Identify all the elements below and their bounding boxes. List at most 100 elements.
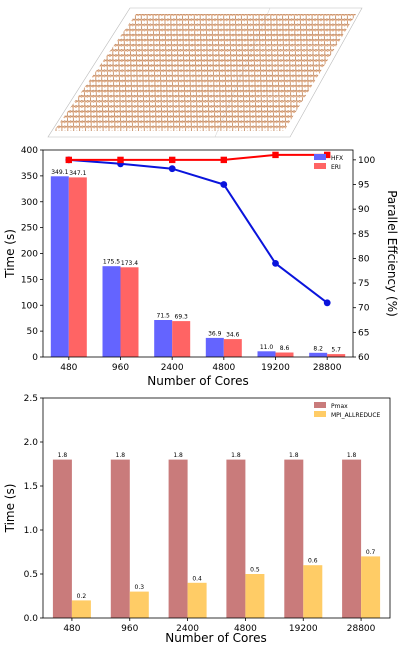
bottom-data-label-mpi_allreduce-2400: 0.4 xyxy=(192,575,202,582)
bottom-ytick-label-1.0: 1.0 xyxy=(24,526,39,536)
top-legend-swatch-eri xyxy=(314,163,326,169)
top-bar-eri-960 xyxy=(120,267,139,357)
top-data-label-hfx-28800: 8.2 xyxy=(313,345,323,352)
top-efficiency-line-red xyxy=(68,153,328,161)
bottom-ytick-label-1.5: 1.5 xyxy=(24,482,38,492)
bottom-bar-pmax-28800 xyxy=(342,459,362,618)
top-xtick-label-960: 960 xyxy=(112,363,129,373)
bottom-bar-mpi_allreduce-960 xyxy=(129,591,149,618)
bottom-bar-mpi_allreduce-2400 xyxy=(187,582,207,618)
top-bar-eri-28800 xyxy=(327,354,346,357)
top-efficiency-marker-blue-19200 xyxy=(272,260,279,267)
top-y2tick-label-100: 100 xyxy=(358,156,375,166)
bottom-data-label-pmax-28800: 1.8 xyxy=(347,452,357,459)
bottom-xtick-label-960: 960 xyxy=(121,624,138,634)
bottom-chart: 1.8 0.2 1.8 0.3 1.8 0.4 1.8 0.5 1.8 0.6 1.8 0.7 480… xyxy=(3,394,391,645)
top-efficiency-marker-red-19200 xyxy=(272,151,279,159)
top-efficiency-marker-red-2400 xyxy=(169,156,176,164)
bottom-bar-mpi_allreduce-480 xyxy=(71,600,91,618)
top-ylabel: Time (s) xyxy=(3,229,17,279)
top-ytick-label-100: 100 xyxy=(21,301,38,311)
top-efficiency-marker-red-480 xyxy=(65,156,72,164)
bottom-xtick-label-2400: 2400 xyxy=(176,624,199,634)
top-efficiency-marker-blue-4800 xyxy=(220,181,228,188)
bottom-bar-pmax-960 xyxy=(110,459,130,618)
bottom-xtick-label-4800: 4800 xyxy=(234,624,257,634)
top-legend-label-eri: ERI xyxy=(331,164,341,171)
bottom-bar-pmax-480 xyxy=(52,459,72,618)
top-data-label-hfx-960: 175.5 xyxy=(103,259,120,266)
top-efficiency-marker-red-960 xyxy=(117,156,124,164)
top-ytick-label-300: 300 xyxy=(21,198,38,208)
top-data-label-hfx-4800: 36.9 xyxy=(208,330,222,337)
bottom-bar-mpi_allreduce-19200 xyxy=(303,565,323,618)
top-xlabel: Number of Cores xyxy=(147,374,248,388)
bottom-xtick-label-480: 480 xyxy=(63,624,80,634)
top-ytick-label-150: 150 xyxy=(21,275,38,285)
bottom-xtick-label-28800: 28800 xyxy=(347,624,376,634)
graphene-lattice xyxy=(54,14,356,131)
bottom-data-label-mpi_allreduce-480: 0.2 xyxy=(77,593,87,600)
top-y2tick-label-60: 60 xyxy=(358,353,370,363)
top-ytick-label-350: 350 xyxy=(21,172,38,182)
top-xtick-label-480: 480 xyxy=(60,363,77,373)
top-data-label-eri-28800: 5.7 xyxy=(331,347,341,354)
top-y2tick-label-80: 80 xyxy=(358,254,370,264)
top-bar-eri-2400 xyxy=(172,321,191,357)
bottom-ylabel: Time (s) xyxy=(3,484,17,534)
top-y2label: Parallel Effciency (%) xyxy=(385,190,399,317)
top-efficiency-marker-red-28800 xyxy=(324,151,331,159)
top-bar-hfx-19200 xyxy=(257,351,276,357)
bottom-ytick-label-2.5: 2.5 xyxy=(24,394,38,404)
bottom-bar-pmax-2400 xyxy=(168,459,188,618)
bottom-ytick-label-2.0: 2.0 xyxy=(24,438,39,448)
top-bar-hfx-28800 xyxy=(309,352,328,357)
top-efficiency-marker-blue-2400 xyxy=(168,165,176,173)
top-data-label-hfx-480: 349.1 xyxy=(51,169,68,176)
top-bar-eri-4800 xyxy=(223,339,242,357)
top-bar-hfx-960 xyxy=(102,266,121,357)
top-xtick-label-2400: 2400 xyxy=(161,363,184,373)
graphene-structure-illustration xyxy=(47,7,363,138)
bottom-plot-frame xyxy=(42,397,391,619)
bottom-ytick-label-0.0: 0.0 xyxy=(24,614,39,624)
top-bar-eri-19200 xyxy=(275,352,294,357)
top-y2tick-label-85: 85 xyxy=(358,230,369,240)
top-bar-hfx-4800 xyxy=(205,337,224,357)
bottom-bar-pmax-4800 xyxy=(226,459,246,618)
top-ytick-label-0: 0 xyxy=(32,353,38,363)
bottom-legend-swatch-pmax xyxy=(314,402,326,408)
top-efficiency-line-blue xyxy=(68,158,328,304)
top-y2tick-label-65: 65 xyxy=(358,328,369,338)
bottom-bar-mpi_allreduce-28800 xyxy=(361,556,381,618)
top-y2tick-label-90: 90 xyxy=(358,205,370,215)
top-y2tick-label-95: 95 xyxy=(358,181,369,191)
bottom-legend-label-pmax: Pmax xyxy=(331,403,348,410)
top-data-label-eri-19200: 8.6 xyxy=(280,345,290,352)
bottom-data-label-mpi_allreduce-960: 0.3 xyxy=(135,584,145,591)
bottom-data-label-mpi_allreduce-28800: 0.7 xyxy=(366,549,376,556)
bottom-ytick-label-0.5: 0.5 xyxy=(24,570,38,580)
bottom-data-label-pmax-19200: 1.8 xyxy=(289,452,299,459)
top-bar-hfx-480 xyxy=(50,176,69,357)
bottom-xtick-label-19200: 19200 xyxy=(289,624,318,634)
top-ytick-label-250: 250 xyxy=(21,224,38,234)
top-ytick-label-50: 50 xyxy=(27,327,39,337)
bottom-legend-label-mpi: MPI_ALLREDUCE xyxy=(331,412,381,419)
top-chart: 349.1 347.1 175.5 173.4 71.5 69.3 36.9 34.6 11.0… xyxy=(3,146,399,388)
top-xtick-label-19200: 19200 xyxy=(261,363,290,373)
bottom-data-label-pmax-480: 1.8 xyxy=(58,452,68,459)
bottom-legend-swatch-mpi xyxy=(314,411,326,417)
top-data-label-hfx-2400: 71.5 xyxy=(157,313,171,320)
top-ytick-label-400: 400 xyxy=(21,146,38,156)
top-xtick-label-28800: 28800 xyxy=(313,363,342,373)
bottom-data-label-mpi_allreduce-19200: 0.6 xyxy=(308,558,318,565)
bottom-data-label-pmax-960: 1.8 xyxy=(116,452,126,459)
bottom-data-label-pmax-4800: 1.8 xyxy=(231,452,241,459)
bottom-bar-mpi_allreduce-4800 xyxy=(245,574,265,618)
top-data-label-eri-4800: 34.6 xyxy=(226,332,240,339)
top-bar-eri-480 xyxy=(68,177,87,357)
top-plot-frame xyxy=(42,149,354,358)
top-legend-label-hfx: HFX xyxy=(331,155,343,162)
bottom-data-label-mpi_allreduce-4800: 0.5 xyxy=(250,567,260,574)
